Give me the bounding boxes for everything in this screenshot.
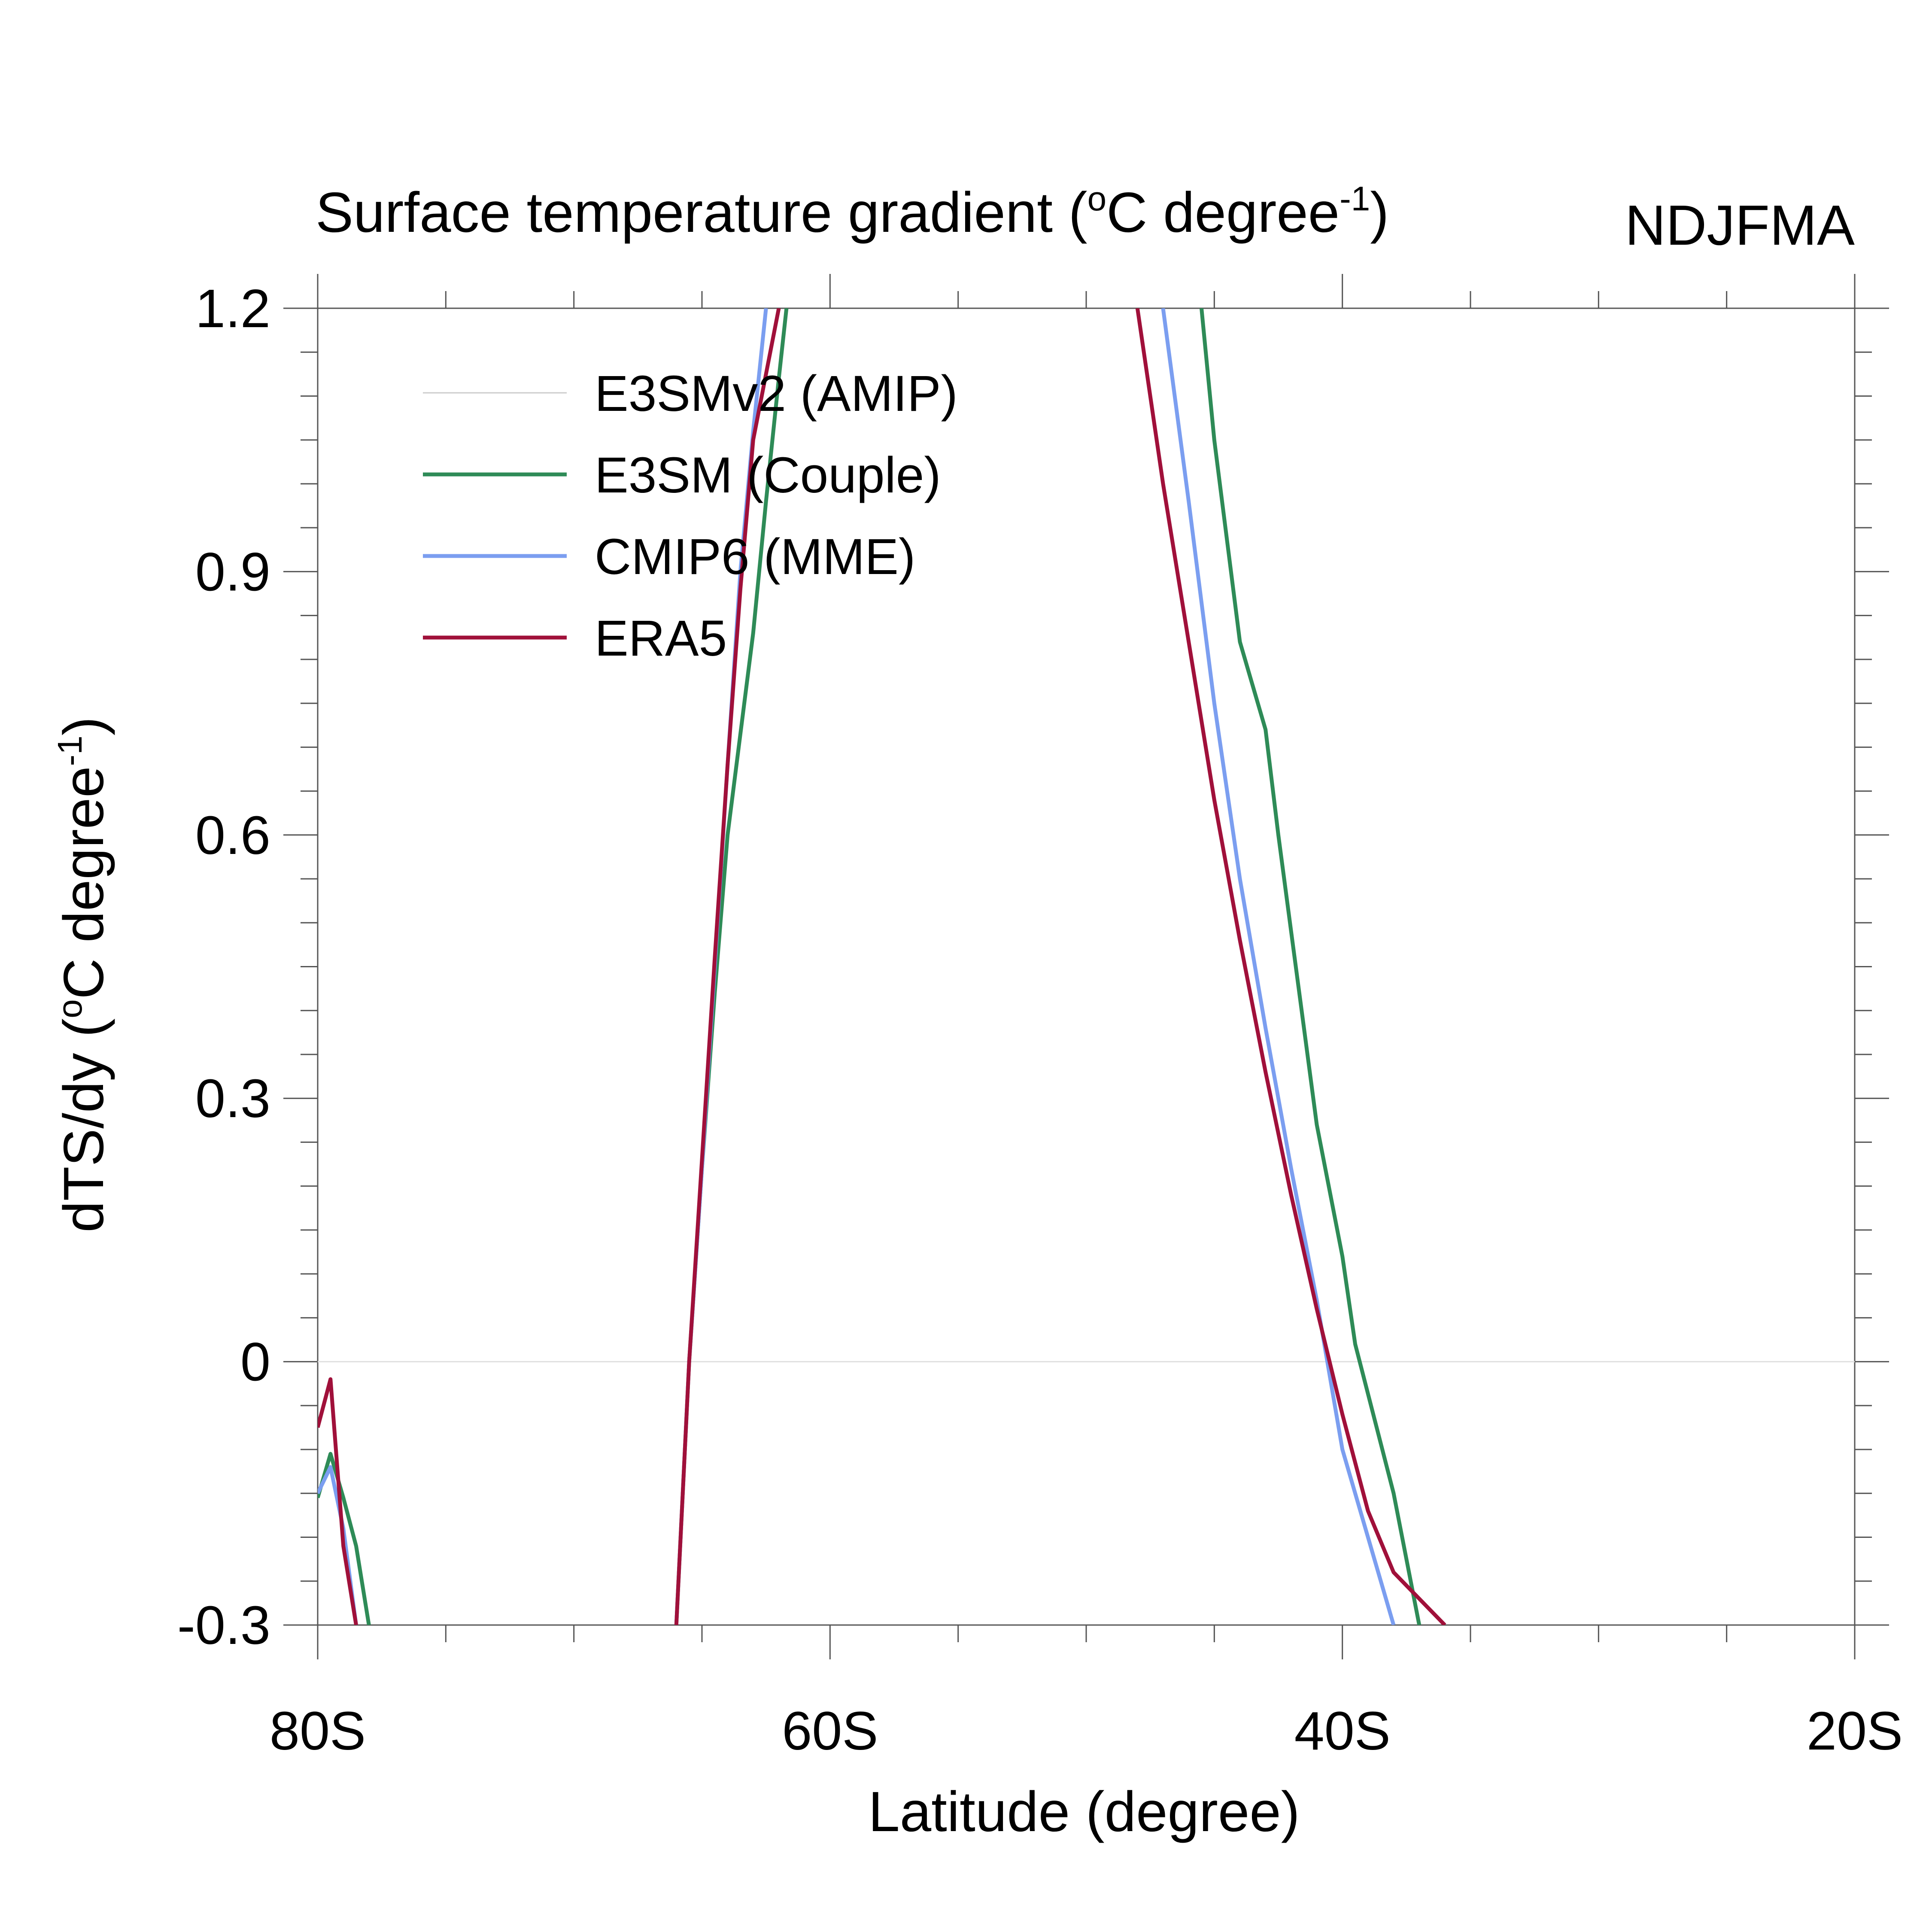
series-line-e3sm-couple-1 — [318, 1452, 371, 1625]
chart-title-degree: o — [1088, 179, 1107, 218]
chart-title-text: Surface temperature gradient ( — [316, 181, 1088, 244]
y-axis-label-degree: o — [51, 999, 89, 1018]
x-tick-label: 20S — [1807, 1701, 1903, 1761]
x-axis-label: Latitude (degree) — [868, 1780, 1300, 1843]
x-tick-label: 40S — [1294, 1701, 1391, 1761]
y-tick-label: 0.3 — [195, 1068, 270, 1129]
legend-label-era5: ERA5 — [595, 610, 727, 667]
legend-label-e3sm-couple: E3SM (Couple) — [595, 447, 941, 504]
y-tick-label: 1.2 — [195, 278, 270, 339]
y-axis-label: dTS/dy (oC degree-1) — [51, 717, 115, 1232]
chart-title: Surface temperature gradient (oC degree-… — [316, 179, 1389, 244]
plot-frame — [283, 274, 1889, 1659]
legend-label-cmip6-mme: CMIP6 (MME) — [595, 529, 915, 585]
axis-ticks — [283, 274, 1889, 1659]
y-tick-label: 0 — [240, 1332, 270, 1392]
series-line-e3sm-couple-3 — [1200, 308, 1422, 1625]
y-tick-label: -0.3 — [177, 1595, 270, 1656]
season-label: NDJFMA — [1625, 194, 1855, 257]
legend: E3SMv2 (AMIP) E3SM (Couple) CMIP6 (MME) ERA… — [423, 365, 958, 667]
chart-title-unit: C degree — [1106, 181, 1340, 244]
chart-title-close: ) — [1370, 181, 1389, 244]
y-axis-label-close: ) — [52, 717, 115, 735]
legend-label-e3smv2-amip: E3SMv2 (AMIP) — [595, 365, 958, 422]
y-tick-label: 0.6 — [195, 805, 270, 866]
series-line-era5-3 — [1135, 308, 1446, 1625]
y-axis-label-text: dTS/dy ( — [52, 1018, 115, 1233]
series-line-era5-1 — [318, 1377, 358, 1625]
x-tick-label: 80S — [270, 1701, 366, 1761]
chart-title-exponent: -1 — [1340, 179, 1370, 218]
x-tick-label: 60S — [782, 1701, 878, 1761]
series-layer — [318, 308, 1446, 1625]
series-line-era5-2 — [674, 308, 781, 1625]
series-line-cmip6-mme-3 — [1161, 308, 1396, 1625]
series-line-e3sm-couple-2 — [674, 308, 789, 1625]
y-axis-label-unit: C degree — [52, 766, 115, 999]
y-axis-label-exponent: -1 — [51, 735, 89, 766]
series-line-cmip6-mme-2 — [674, 308, 768, 1625]
y-tick-label: 0.9 — [195, 541, 270, 602]
